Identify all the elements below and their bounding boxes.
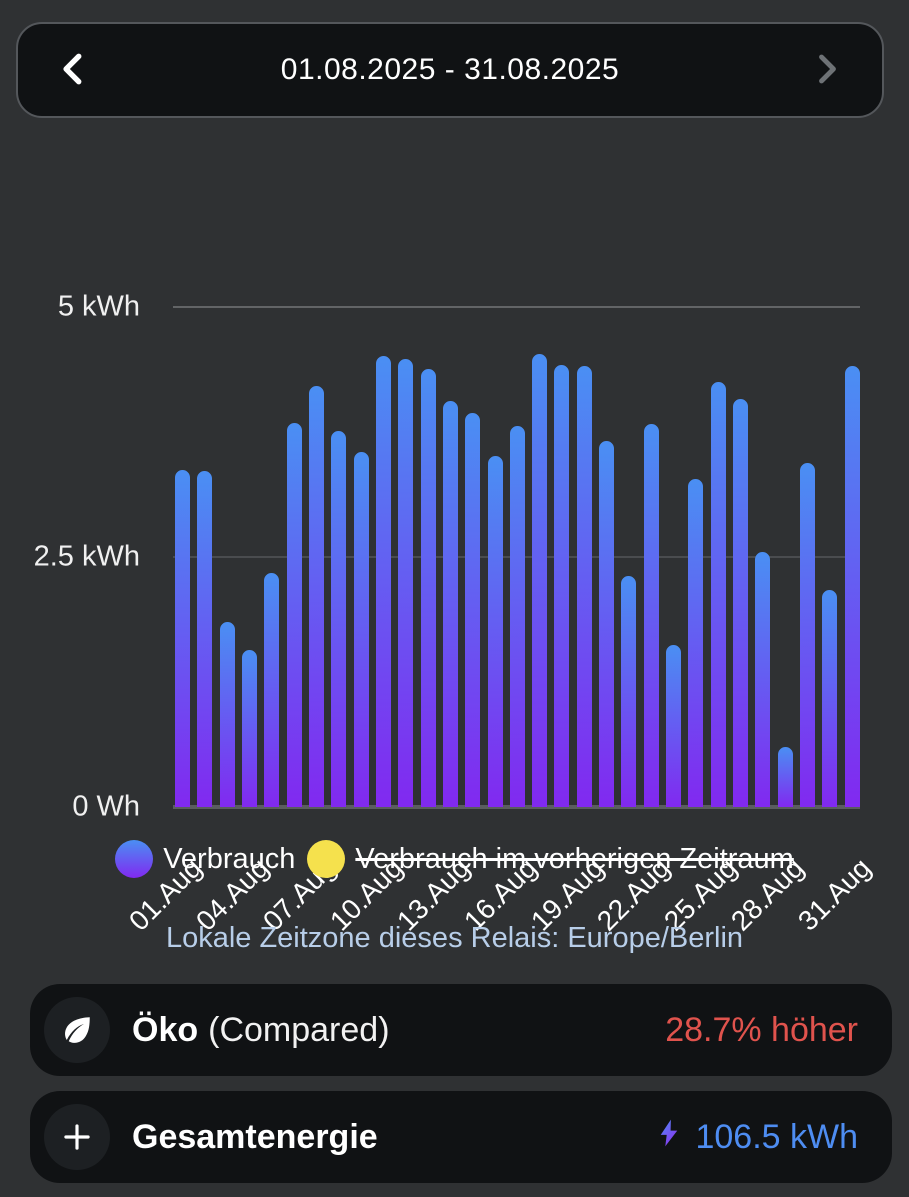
- total-energy-title: Gesamtenergie: [132, 1117, 378, 1156]
- bar-11.Aug[interactable]: [398, 359, 414, 807]
- bar-27.Aug[interactable]: [755, 552, 771, 807]
- eco-title: Öko: [132, 1010, 199, 1049]
- bar-01.Aug[interactable]: [175, 470, 190, 807]
- bar-31.Aug[interactable]: [844, 366, 860, 807]
- y-axis-tick-2p5kwh: 2.5 kWh: [33, 540, 140, 573]
- consumption-bar-chart: 5 kWh 2.5 kWh 0 Wh 01.Aug 04.Aug 07.Aug 10.…: [0, 130, 909, 937]
- bar-28.Aug[interactable]: [777, 747, 793, 807]
- previous-period-button[interactable]: [46, 42, 102, 98]
- bar-13.Aug[interactable]: [442, 401, 458, 807]
- bar-26.Aug[interactable]: [733, 399, 748, 807]
- gridline-5kwh: [173, 306, 860, 308]
- next-period-button[interactable]: [798, 42, 854, 98]
- bar-29.Aug[interactable]: [800, 463, 815, 807]
- bolt-icon: [653, 1117, 685, 1158]
- bar-02.Aug[interactable]: [197, 471, 213, 807]
- bar-20.Aug[interactable]: [599, 441, 615, 807]
- bar-07.Aug[interactable]: [308, 386, 324, 807]
- bar-25.Aug[interactable]: [710, 382, 726, 807]
- plus-icon: [44, 1104, 110, 1170]
- bar-09.Aug[interactable]: [353, 452, 369, 807]
- bar-18.Aug[interactable]: [554, 365, 570, 807]
- previous-period-series-dot-icon: [307, 840, 346, 878]
- eco-subtitle: (Compared): [208, 1010, 390, 1049]
- bar-23.Aug[interactable]: [666, 645, 681, 807]
- consumption-series-dot-icon: [115, 840, 154, 878]
- bar-06.Aug[interactable]: [286, 423, 302, 807]
- bar-10.Aug[interactable]: [375, 356, 391, 807]
- timezone-note: Lokale Zeitzone dieses Relais: Europe/Be…: [165, 922, 744, 954]
- bar-17.Aug[interactable]: [532, 354, 548, 807]
- plot-area: [175, 257, 861, 807]
- leaf-icon: [44, 997, 110, 1063]
- y-axis-tick-0wh: 0 Wh: [72, 790, 140, 823]
- bar-08.Aug[interactable]: [331, 431, 347, 807]
- bar-12.Aug[interactable]: [420, 369, 436, 807]
- legend-item-previous-period[interactable]: Verbrauch im vorherigen Zeitraum: [307, 840, 794, 878]
- card-title: Öko (Compared): [132, 1011, 390, 1050]
- bar-22.Aug[interactable]: [643, 424, 659, 807]
- bar-04.Aug[interactable]: [242, 650, 257, 807]
- bar-30.Aug[interactable]: [822, 590, 838, 807]
- x-axis-baseline: [173, 805, 860, 809]
- total-energy-card[interactable]: Gesamtenergie 106.5 kWh: [30, 1091, 892, 1183]
- total-energy-amount: 106.5 kWh: [695, 1117, 858, 1156]
- eco-card[interactable]: Öko (Compared) 28.7% höher: [30, 984, 892, 1076]
- bar-16.Aug[interactable]: [509, 426, 525, 807]
- bar-15.Aug[interactable]: [487, 456, 503, 807]
- bar-05.Aug[interactable]: [264, 573, 280, 807]
- date-range-navigator: 01.08.2025 - 31.08.2025: [16, 22, 884, 118]
- legend-label: Verbrauch im vorherigen Zeitraum: [355, 842, 794, 875]
- legend-label: Verbrauch: [163, 842, 296, 875]
- chart-legend: Verbrauch Verbrauch im vorherigen Zeitra…: [0, 840, 909, 878]
- bar-03.Aug[interactable]: [219, 622, 235, 807]
- bar-24.Aug[interactable]: [688, 479, 704, 807]
- bar-19.Aug[interactable]: [576, 366, 592, 807]
- eco-comparison-value: 28.7% höher: [665, 1010, 858, 1049]
- bar-21.Aug[interactable]: [621, 576, 637, 807]
- total-energy-value: 106.5 kWh: [653, 1117, 858, 1158]
- bar-14.Aug[interactable]: [465, 413, 481, 807]
- date-range-label: 01.08.2025 - 31.08.2025: [280, 53, 620, 86]
- chevron-right-icon: [808, 51, 844, 90]
- legend-item-consumption[interactable]: Verbrauch: [115, 840, 295, 878]
- chevron-left-icon: [55, 50, 93, 91]
- y-axis-tick-5kwh: 5 kWh: [57, 290, 140, 323]
- card-title: Gesamtenergie: [132, 1118, 378, 1157]
